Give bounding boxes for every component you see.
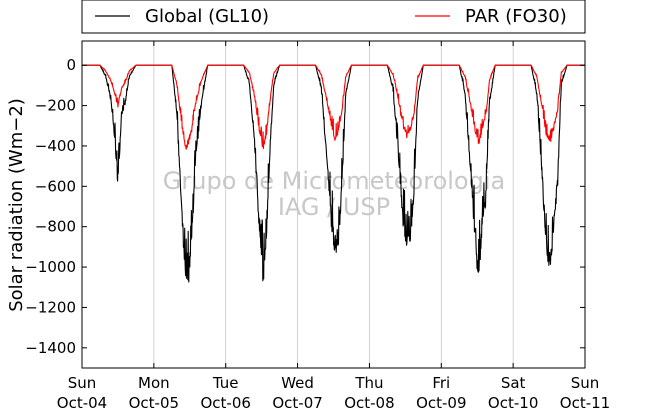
x-axis: Sun Oct-04 Mon Oct-05 Tue Oct-06 Wed Oct-07 Thu O… bbox=[57, 41, 610, 409]
x-tick-label-day: Fri bbox=[432, 374, 450, 392]
y-tick-label: −200 bbox=[35, 97, 76, 115]
y-tick-label: −1000 bbox=[25, 258, 76, 276]
x-tick-label-date: Oct-11 bbox=[560, 394, 610, 409]
x-tick-label-date: Oct-09 bbox=[416, 394, 466, 409]
watermark-line-1: Grupo de Micrometeorologia bbox=[163, 167, 505, 195]
y-tick-label: −800 bbox=[35, 218, 76, 236]
x-tick-label-day: Mon bbox=[138, 374, 170, 392]
watermark: Grupo de Micrometeorologia IAG / USP bbox=[163, 167, 505, 221]
y-tick-label: −1200 bbox=[25, 298, 76, 316]
y-tick-label: −1400 bbox=[25, 339, 76, 357]
series-layer bbox=[81, 64, 586, 283]
x-tick-label-day: Tue bbox=[212, 374, 239, 392]
grid-lines bbox=[153, 41, 514, 368]
plot-frame bbox=[81, 40, 586, 369]
series-line-par bbox=[81, 64, 586, 150]
x-tick-label-date: Oct-10 bbox=[488, 394, 538, 409]
watermark-line-2: IAG / USP bbox=[278, 193, 390, 221]
legend-label-par: PAR (FO30) bbox=[465, 6, 567, 27]
x-tick-label-day: Thu bbox=[354, 374, 383, 392]
x-tick-label-date: Oct-05 bbox=[129, 394, 179, 409]
x-tick-label-day: Sun bbox=[571, 374, 600, 392]
y-tick-label: −600 bbox=[35, 177, 76, 195]
x-tick-label-date: Oct-06 bbox=[200, 394, 250, 409]
x-tick-label-date: Oct-08 bbox=[344, 394, 394, 409]
x-tick-label-date: Oct-07 bbox=[272, 394, 322, 409]
plot-background bbox=[82, 41, 585, 368]
x-tick-label-day: Wed bbox=[281, 374, 314, 392]
legend: Global (GL10) PAR (FO30) bbox=[81, 0, 586, 34]
y-axis-label: Solar radiation (Wm−2) bbox=[6, 98, 27, 312]
legend-label-global: Global (GL10) bbox=[145, 6, 269, 27]
x-tick-label-day: Sat bbox=[501, 374, 526, 392]
y-tick-label: 0 bbox=[66, 56, 76, 74]
y-tick-label: −400 bbox=[35, 137, 76, 155]
y-axis: 0 −200 −400 −600 −800 −1000 −1200 −1400 bbox=[25, 56, 585, 357]
legend-box bbox=[81, 0, 586, 34]
x-tick-label-date: Oct-04 bbox=[57, 394, 107, 409]
plot-area: Grupo de Micrometeorologia IAG / USP bbox=[81, 40, 586, 369]
x-tick-label-day: Sun bbox=[68, 374, 97, 392]
